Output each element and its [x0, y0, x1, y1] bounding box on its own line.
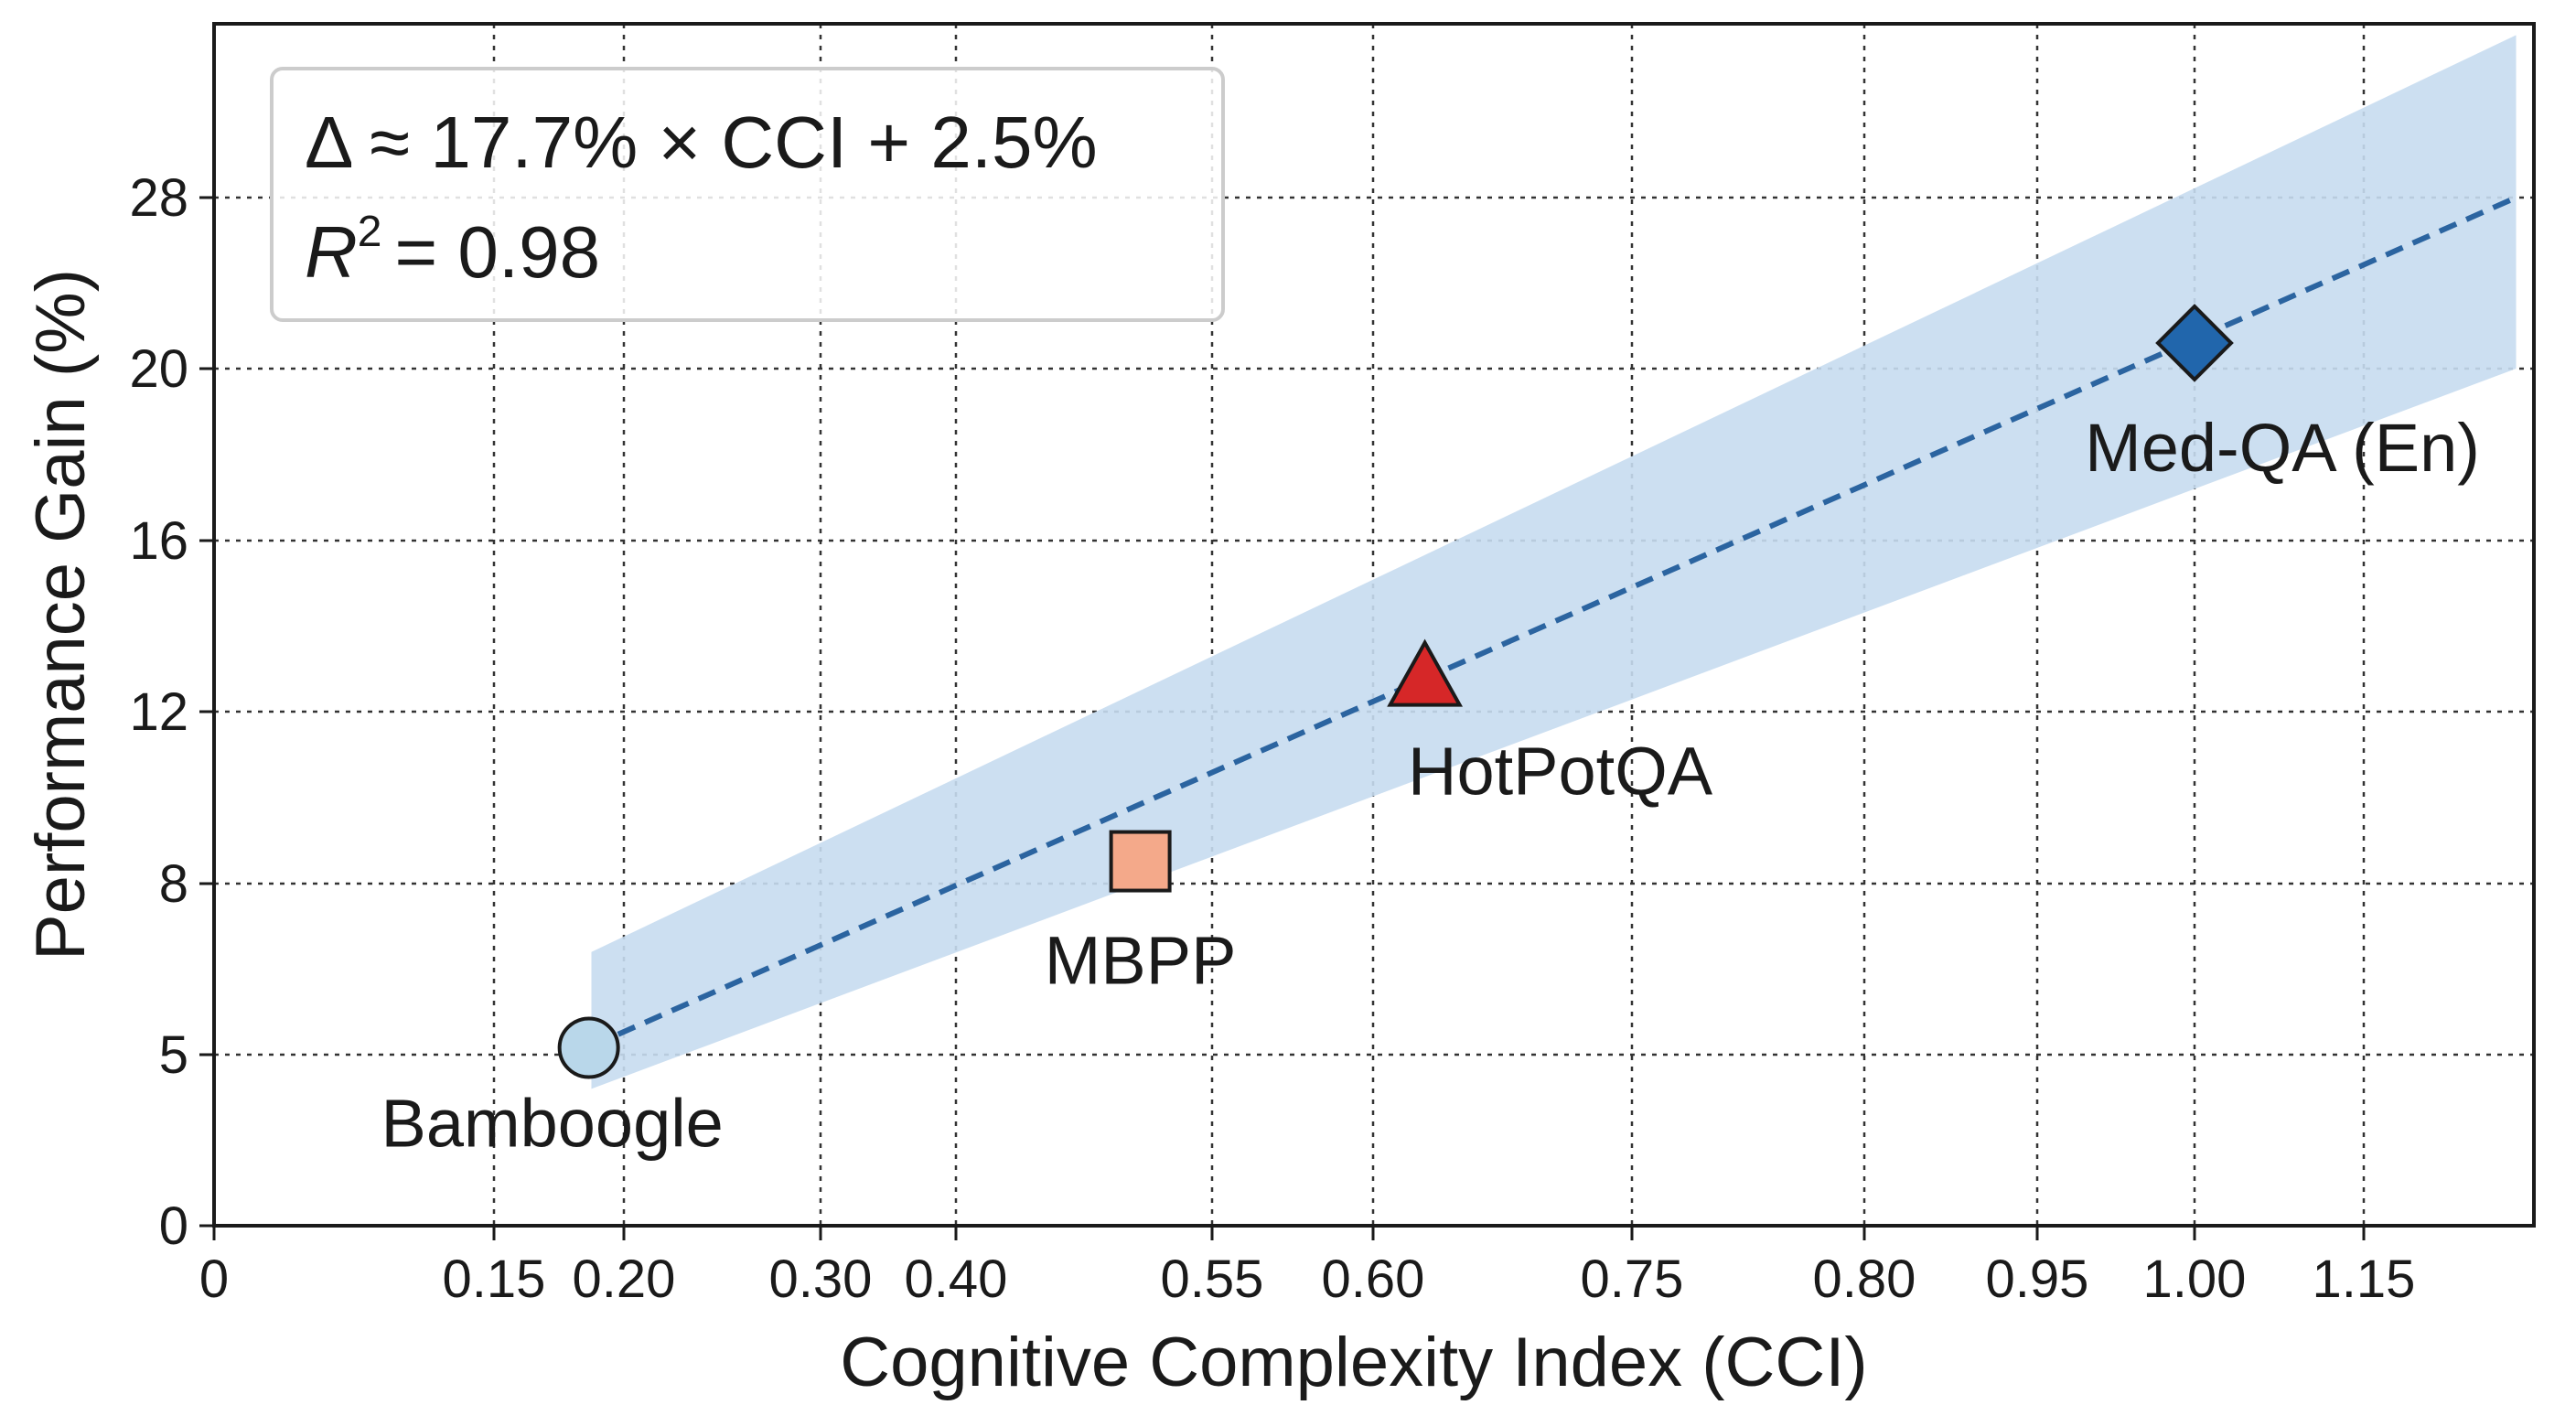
x-tick-label: 1.00	[2143, 1249, 2247, 1309]
x-tick-label: 0.15	[443, 1249, 546, 1309]
point-label-med-qa-en: Med-QA (En)	[2085, 410, 2480, 486]
y-tick-label: 0	[159, 1196, 188, 1256]
confidence-band-layer	[591, 35, 2517, 1089]
x-tick-label: 1.15	[2313, 1249, 2416, 1309]
r-squared-exponent: 2	[358, 208, 382, 256]
r-squared-text: R2 = 0.98	[305, 208, 600, 293]
x-axis-title: Cognitive Complexity Index (CCI)	[840, 1324, 1868, 1401]
point-bamboogle	[557, 1016, 620, 1079]
x-tick-label: 0	[199, 1249, 229, 1309]
x-tick-label: 0.20	[573, 1249, 676, 1309]
point-labels: Bamboogle MBPP HotPotQA Med-QA (En)	[381, 410, 2479, 1162]
point-label-mbpp: MBPP	[1045, 923, 1237, 999]
x-tick-label: 0.80	[1813, 1249, 1916, 1309]
x-tick-label: 0.55	[1161, 1249, 1264, 1309]
plot-frame	[212, 22, 2536, 1228]
point-mbpp	[1109, 830, 1172, 893]
y-tick-label: 16	[129, 511, 188, 571]
y-tick-label: 28	[129, 168, 188, 228]
data-points	[557, 304, 2234, 1079]
y-tick-label: 8	[159, 854, 188, 914]
y-tick-label: 20	[129, 339, 188, 399]
r-squared-value: = 0.98	[394, 211, 600, 293]
axis-titles: Cognitive Complexity Index (CCI) Perform…	[22, 269, 1868, 1401]
point-med-qa-en	[2155, 304, 2234, 382]
equation-text: Δ ≈ 17.7% × CCI + 2.5%	[305, 102, 1098, 183]
y-tick-label: 12	[129, 682, 188, 742]
x-tick-label: 0.60	[1322, 1249, 1425, 1309]
point-label-hotpotqa: HotPotQA	[1408, 734, 1713, 810]
equation-annotation: Δ ≈ 17.7% × CCI + 2.5% R2 = 0.98	[270, 67, 1225, 322]
axes: 0 0.15 0.20 0.30 0.40 0.55 0.60 0.75 0.80 0.95 1.0…	[129, 22, 2536, 1309]
y-axis-title: Performance Gain (%)	[22, 269, 100, 960]
point-hotpotqa	[1387, 638, 1464, 707]
x-tick-label: 0.75	[1581, 1249, 1684, 1309]
annotation-box-frame	[270, 67, 1225, 322]
x-tick-label: 0.95	[1986, 1249, 2089, 1309]
point-label-bamboogle: Bamboogle	[381, 1086, 723, 1162]
confidence-band	[591, 35, 2517, 1089]
x-tick-label: 0.40	[905, 1249, 1008, 1309]
y-tick-label: 5	[159, 1025, 188, 1085]
r-squared-symbol: R	[305, 211, 358, 293]
x-tick-label: 0.30	[769, 1249, 873, 1309]
